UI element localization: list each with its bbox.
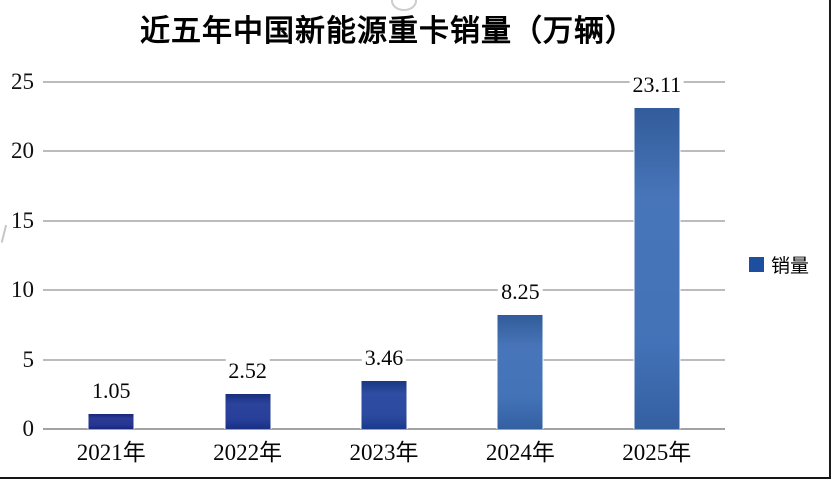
gridline bbox=[43, 81, 725, 83]
y-axis: 0 5 10 15 20 25 bbox=[0, 69, 36, 441]
bar-value-label: 23.11 bbox=[629, 73, 685, 98]
x-tick-label-2025: 2025年 bbox=[622, 440, 692, 465]
bar-value-label: 8.25 bbox=[498, 279, 543, 304]
bar-value-label: 3.46 bbox=[361, 345, 407, 370]
y-tick-label: 10 bbox=[11, 277, 34, 303]
y-tick-label: 20 bbox=[11, 138, 34, 164]
legend: 销量 bbox=[749, 251, 809, 278]
y-tick-label: 0 bbox=[22, 416, 35, 441]
bar-2024 bbox=[497, 314, 543, 429]
bar-2023 bbox=[361, 380, 407, 429]
y-tick-label: 25 bbox=[11, 69, 34, 94]
legend-swatch bbox=[749, 257, 764, 272]
y-tick-label: 5 bbox=[22, 346, 35, 372]
bar-group-2025: 23.11 2025年 bbox=[589, 73, 725, 465]
x-tick-label-2023: 2023年 bbox=[349, 440, 419, 465]
legend-label: 销量 bbox=[771, 256, 810, 277]
gridline bbox=[43, 150, 725, 153]
x-tick-label-2022: 2022年 bbox=[213, 440, 283, 465]
bar-2021 bbox=[88, 414, 134, 429]
chart-title: 近五年中国新能源重卡销量（万辆） bbox=[140, 15, 636, 48]
x-axis-line bbox=[43, 428, 725, 430]
bar-group-2024: 8.25 2024年 bbox=[452, 82, 588, 465]
bar-group-2022: 2.52 2022年 bbox=[179, 82, 315, 465]
x-tick-label-2021: 2021年 bbox=[76, 440, 146, 465]
gridline bbox=[43, 219, 725, 222]
plot-area: 1.05 2021年 2.52 2022年 3.46 2023年 8.25 20… bbox=[43, 73, 725, 465]
bar-2025 bbox=[634, 108, 680, 429]
bar-value-label: 1.05 bbox=[88, 379, 134, 404]
bar-2022 bbox=[225, 394, 271, 429]
gridline bbox=[43, 289, 725, 292]
bar-value-label: 2.52 bbox=[225, 359, 270, 384]
bar-group-2023: 3.46 2023年 bbox=[316, 82, 452, 465]
y-tick-label: 15 bbox=[11, 207, 34, 233]
bar-group-2021: 1.05 2021年 bbox=[43, 82, 179, 465]
x-tick-label-2024: 2024年 bbox=[485, 440, 555, 465]
